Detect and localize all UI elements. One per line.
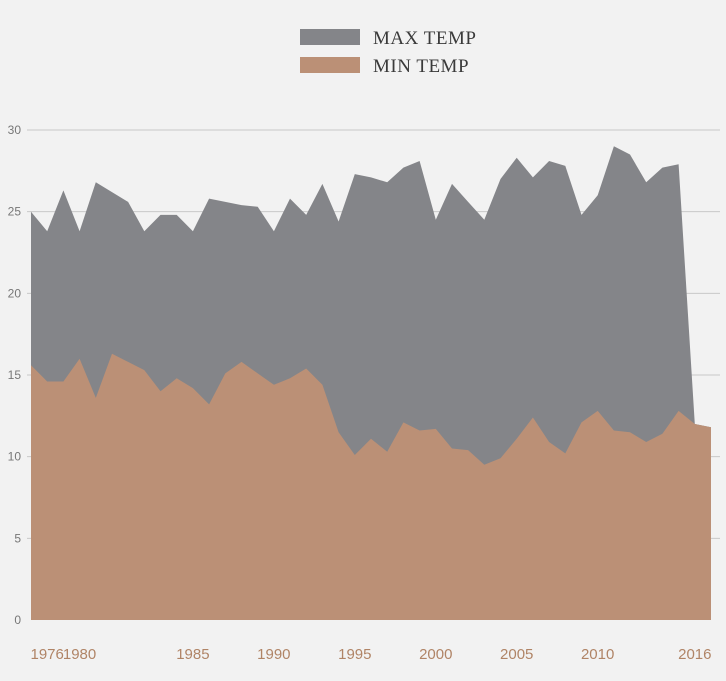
legend: MAX TEMP MIN TEMP bbox=[300, 28, 476, 77]
x-tick-label: 1976 bbox=[31, 646, 64, 663]
x-tick-label: 1980 bbox=[63, 646, 96, 663]
legend-swatch-min-temp bbox=[300, 57, 360, 73]
y-tick-label: 15 bbox=[8, 368, 22, 382]
plot-area bbox=[31, 146, 711, 621]
legend-label-max-temp: MAX TEMP bbox=[373, 28, 476, 49]
x-tick-label: 2005 bbox=[500, 646, 533, 663]
legend-label-min-temp: MIN TEMP bbox=[373, 56, 469, 77]
x-axis: 1976 1980 1985 1990 1995 2000 2005 2010 2016 bbox=[31, 646, 712, 663]
x-tick-label: 2000 bbox=[419, 646, 452, 663]
y-tick-label: 0 bbox=[14, 613, 21, 627]
series-area-min-temp bbox=[31, 353, 711, 620]
y-tick-label: 20 bbox=[8, 286, 22, 300]
legend-swatch-max-temp bbox=[300, 29, 360, 45]
y-tick-label: 5 bbox=[14, 531, 21, 545]
x-tick-label: 2016 bbox=[678, 646, 711, 663]
x-tick-label: 1995 bbox=[338, 646, 371, 663]
y-tick-label: 10 bbox=[8, 450, 22, 464]
x-tick-label: 1990 bbox=[257, 646, 290, 663]
x-tick-label: 1985 bbox=[176, 646, 209, 663]
x-tick-label: 2010 bbox=[581, 646, 614, 663]
y-axis: 0 5 10 15 20 25 30 bbox=[8, 123, 22, 627]
y-tick-label: 30 bbox=[8, 123, 22, 137]
y-tick-label: 25 bbox=[8, 205, 22, 219]
